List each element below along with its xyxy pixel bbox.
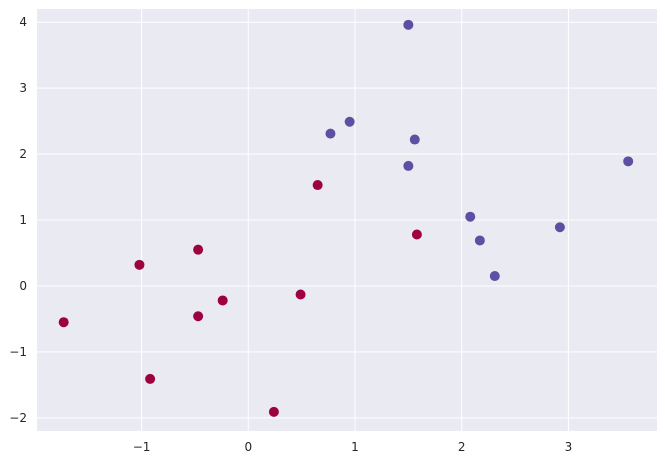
data-point	[344, 116, 355, 127]
data-point	[217, 295, 228, 306]
y-tick-label: 2	[19, 147, 27, 161]
data-point	[295, 289, 306, 300]
data-point	[554, 222, 565, 233]
data-point	[465, 211, 476, 222]
data-point	[411, 229, 422, 240]
data-point	[193, 311, 204, 322]
y-tick-label: −2	[9, 411, 27, 425]
data-point	[403, 160, 414, 171]
x-axis-ticks: −1 0 1 2 3	[133, 440, 573, 454]
data-point	[134, 259, 145, 270]
data-point	[409, 134, 420, 145]
data-point	[58, 317, 69, 328]
y-tick-label: 1	[19, 213, 27, 227]
x-tick-label: 1	[351, 440, 359, 454]
data-point	[312, 180, 323, 191]
data-point	[474, 235, 485, 246]
y-tick-label: 3	[19, 81, 27, 95]
y-tick-label: −1	[9, 345, 27, 359]
y-tick-label: 4	[19, 15, 27, 29]
x-tick-label: −1	[133, 440, 151, 454]
data-point	[489, 271, 500, 282]
y-axis-ticks: −2 −1 0 1 2 3 4	[9, 15, 27, 425]
data-point	[268, 406, 279, 417]
data-point	[193, 244, 204, 255]
y-tick-label: 0	[19, 279, 27, 293]
data-point	[145, 373, 156, 384]
data-point	[623, 156, 634, 167]
gridlines	[37, 9, 657, 431]
data-point	[403, 19, 414, 30]
x-tick-label: 0	[244, 440, 252, 454]
data-point	[325, 128, 336, 139]
x-tick-label: 3	[565, 440, 573, 454]
x-tick-label: 2	[458, 440, 466, 454]
data-points	[58, 19, 634, 417]
